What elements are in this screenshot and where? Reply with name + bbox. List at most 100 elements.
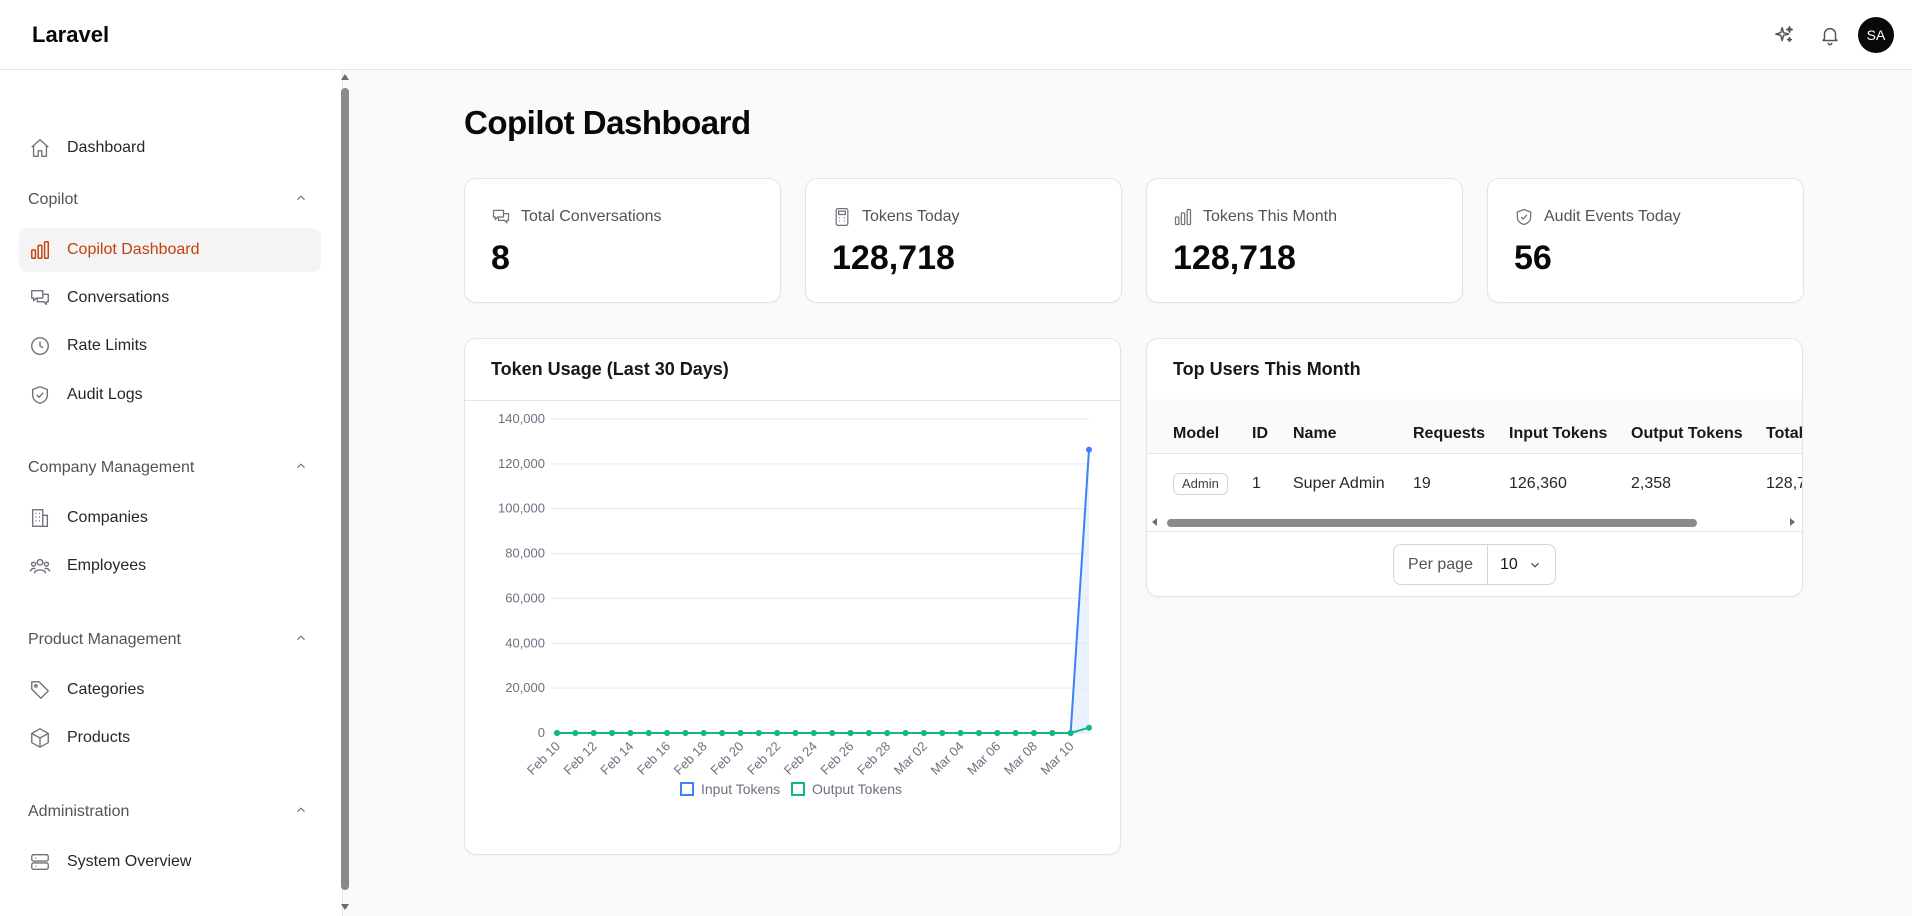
col-requests[interactable]: Requests [1413,425,1486,442]
sidebar-item-companies[interactable]: Companies [19,496,321,540]
sidebar-scroll-thumb[interactable] [341,88,349,890]
sidebar-item-audit-logs[interactable]: Audit Logs [19,373,321,417]
x-tick-label: Mar 02 [891,739,930,778]
per-page-control: Per page 10 [1393,544,1556,585]
per-page-value: 10 [1500,555,1518,573]
x-tick-label: Mar 08 [1001,739,1040,778]
bell-icon[interactable] [1812,17,1848,53]
data-point-input [1086,446,1092,453]
data-point-output [774,730,781,736]
sidebar-group-label: Administration [28,803,130,820]
sidebar-item-products[interactable]: Products [19,716,321,760]
sidebar-group-label: Copilot [28,191,78,208]
x-tick-label: Feb 10 [524,739,563,778]
sidebar-item-label: Conversations [67,289,170,306]
chevron-up-icon [294,459,308,478]
x-tick-label: Feb 24 [781,739,820,778]
x-tick-label: Feb 12 [561,739,600,778]
data-point-output [682,730,689,736]
top-users-title: Top Users This Month [1173,359,1361,379]
data-point-output [829,730,836,736]
table-footer-divider [1147,531,1802,532]
sidebar-scrollbar[interactable] [340,72,350,912]
sidebar-item-categories[interactable]: Categories [19,668,321,712]
cell-output-tokens: 2,358 [1631,475,1672,492]
data-point-output [920,730,927,736]
sidebar-group-company-management[interactable]: Company Management [28,456,308,480]
y-tick-label: 100,000 [498,501,545,516]
stat-value: 8 [491,239,510,277]
stat-value: 56 [1514,239,1552,277]
col-id[interactable]: ID [1252,425,1268,442]
y-tick-label: 120,000 [498,456,545,471]
sidebar-item-label: Products [67,729,131,746]
series-line-output-tokens [557,726,1090,734]
y-tick-label: 140,000 [498,411,545,426]
x-tick-label: Feb 18 [671,739,710,778]
sidebar-group-product-management[interactable]: Product Management [28,628,308,652]
y-tick-label: 40,000 [505,635,545,650]
chevron-up-icon [294,803,308,822]
server-icon [29,851,51,873]
top-bar: Laravel SA [0,0,1912,70]
sidebar-group-copilot[interactable]: Copilot [28,188,308,212]
col-input-tokens[interactable]: Input Tokens [1509,425,1608,442]
stat-card-total-conversations: Total Conversations 8 [464,178,781,303]
sidebar-item-label: Audit Logs [67,386,143,403]
tag-icon [29,679,51,701]
page-title: Copilot Dashboard [464,104,751,141]
per-page-label: Per page [1394,545,1488,584]
col-name[interactable]: Name [1293,425,1337,442]
per-page-select[interactable]: 10 [1488,556,1555,574]
legend-label: Output Tokens [812,781,902,797]
table-horizontal-scrollbar[interactable] [1147,515,1802,529]
cell-name: Super Admin [1293,475,1385,492]
token-usage-card: Token Usage (Last 30 Days) 0 20,000 40,000… [464,338,1121,855]
data-point-output [1067,730,1074,736]
top-actions: SA [1756,17,1894,53]
data-point-output [902,730,909,736]
data-point-output [700,730,707,736]
data-point-output [627,730,634,736]
data-point-output [1049,730,1056,736]
data-point-output [810,730,817,736]
sidebar-item-rate-limits[interactable]: Rate Limits [19,324,321,368]
data-point-output [737,730,744,736]
sidebar-item-employees[interactable]: Employees [19,544,321,588]
legend-swatch [791,782,805,796]
data-point-output [1012,730,1019,736]
chat-icon [491,207,511,227]
data-point-output [609,730,616,736]
model-badge: Admin [1173,473,1228,495]
data-point-output [865,730,872,736]
chevron-up-icon [294,631,308,650]
avatar[interactable]: SA [1858,17,1894,53]
sidebar-item-system-overview[interactable]: System Overview [19,840,321,884]
chevron-up-icon [294,191,308,210]
sidebar-item-label: Companies [67,509,148,526]
table-scroll-thumb[interactable] [1167,519,1697,527]
sidebar-item-copilot-dashboard[interactable]: Copilot Dashboard [19,228,321,272]
sidebar-item-label: Employees [67,557,147,574]
table-divider [1147,453,1802,454]
brand-logo[interactable]: Laravel [32,22,110,47]
legend-label: Input Tokens [701,781,780,797]
stat-label: Tokens This Month [1203,208,1337,225]
col-output-tokens[interactable]: Output Tokens [1631,425,1743,442]
col-total[interactable]: Total [1766,425,1803,442]
data-point-output [664,730,671,736]
sidebar-item-conversations[interactable]: Conversations [19,276,321,320]
data-point-output [645,730,652,736]
bar-chart-icon [29,239,51,261]
shield-check-icon [1514,207,1534,227]
col-model[interactable]: Model [1173,425,1220,442]
sidebar-item-label: System Overview [67,853,192,870]
sidebar-item-dashboard[interactable]: Dashboard [19,126,321,170]
data-point-output [792,730,799,736]
data-point-output [755,730,762,736]
bar-chart-icon [1173,207,1193,227]
sidebar-group-administration[interactable]: Administration [28,800,308,824]
table-header-row [1147,399,1802,453]
sparkles-icon[interactable] [1766,17,1802,53]
shield-check-icon [29,384,51,406]
